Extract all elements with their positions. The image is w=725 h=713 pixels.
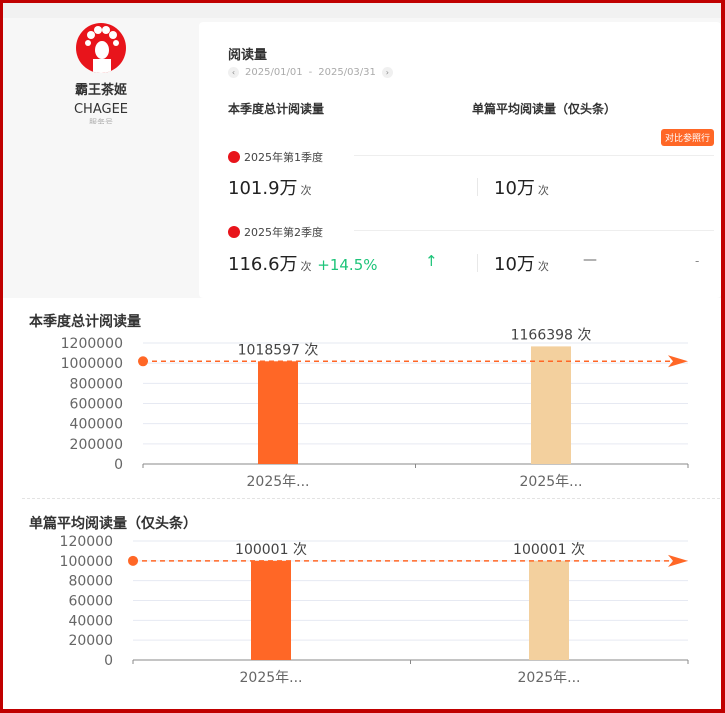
y-tick-label: 200000 <box>70 437 123 453</box>
reference-start-dot <box>128 555 138 566</box>
data-label: 1166398 次 <box>511 327 592 343</box>
y-tick-label: 0 <box>104 653 113 669</box>
row-divider <box>354 230 714 231</box>
q2-avg: 10万次 <box>494 254 549 275</box>
y-tick-label: 60000 <box>68 594 113 610</box>
chart1-title: 本季度总计阅读量 <box>29 314 141 330</box>
row-label: 2025年第1季度 <box>228 149 323 165</box>
date-sep: - <box>308 67 313 78</box>
col-total-header: 本季度总计阅读量 <box>228 102 325 116</box>
col-avg-header: 单篇平均阅读量（仅头条） <box>472 102 617 116</box>
change-percent: +14.5% <box>317 256 378 274</box>
y-tick-label: 80000 <box>68 574 113 590</box>
reference-start-dot <box>138 356 148 367</box>
y-tick-label: 1000000 <box>61 356 123 372</box>
total-reads-chart: 0 200000 400000 600000 800000 1000000 1200000 1… <box>61 327 689 490</box>
col-divider <box>477 254 478 272</box>
account-name-en: CHAGEE <box>73 102 129 117</box>
y-tick-label: 800000 <box>70 376 123 392</box>
opera-face-logo-icon <box>76 23 126 73</box>
date-end: 2025/03/31 <box>318 67 376 78</box>
date-start: 2025/01/01 <box>245 67 303 78</box>
bar <box>251 560 291 660</box>
y-tick-label: 100000 <box>60 554 113 570</box>
reference-arrow-icon <box>668 554 688 567</box>
y-tick-label: 1200000 <box>61 336 123 352</box>
summary-section: 霸王茶姬 CHAGEE 服务号 阅读量 ‹ 2025/01/01 - 2025/… <box>3 3 721 298</box>
extra-value: - <box>695 254 700 268</box>
q2-total: 116.6万次 +14.5% <box>228 254 378 275</box>
data-label: 100001 次 <box>235 542 307 558</box>
reference-arrow-icon <box>668 355 688 368</box>
row-divider <box>354 155 714 156</box>
quarter-icon <box>228 151 240 163</box>
col-divider <box>477 178 478 196</box>
date-range: ‹ 2025/01/01 - 2025/03/31 › <box>228 67 393 78</box>
chart2-title: 单篇平均阅读量（仅头条） <box>29 516 197 532</box>
q1-total: 101.9万次 <box>228 178 312 199</box>
trend-up-icon: ↑ <box>425 252 438 270</box>
y-tick-label: 400000 <box>70 417 123 433</box>
quarter-icon <box>228 226 240 238</box>
account-name: 霸王茶姬 <box>74 83 127 98</box>
y-tick-label: 600000 <box>70 397 123 413</box>
account-sidebar: 霸王茶姬 CHAGEE 服务号 <box>3 18 199 124</box>
avg-change: — <box>583 252 597 268</box>
y-tick-label: 0 <box>114 457 123 473</box>
account-type: 服务号 <box>89 118 113 124</box>
data-label: 100001 次 <box>513 542 585 558</box>
bar <box>531 346 571 464</box>
y-tick-label: 40000 <box>68 613 113 629</box>
prev-period-button[interactable]: ‹ <box>228 67 239 78</box>
y-tick-label: 120000 <box>60 534 113 550</box>
x-tick-label: 2025年... <box>520 474 583 490</box>
reads-card: 阅读量 ‹ 2025/01/01 - 2025/03/31 › 本季度总计阅读量… <box>199 22 721 298</box>
row-label: 2025年第2季度 <box>228 224 323 240</box>
chart-divider <box>22 498 720 499</box>
x-tick-label: 2025年... <box>247 474 310 490</box>
reference-row-badge[interactable]: 对比参照行 <box>661 129 715 146</box>
next-period-button[interactable]: › <box>381 67 393 78</box>
card-title: 阅读量 <box>228 48 268 63</box>
bar <box>258 361 298 464</box>
bar <box>529 560 569 660</box>
x-tick-label: 2025年... <box>518 670 581 686</box>
x-tick-label: 2025年... <box>240 670 303 686</box>
q1-avg: 10万次 <box>494 178 549 199</box>
y-tick-label: 20000 <box>68 633 113 649</box>
data-label: 1018597 次 <box>238 342 319 358</box>
